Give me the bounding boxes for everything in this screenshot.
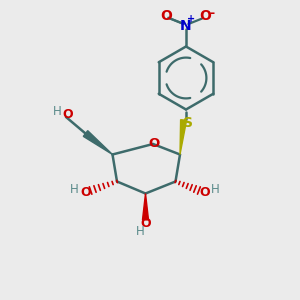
Text: O: O	[140, 217, 151, 230]
Text: H: H	[53, 105, 62, 118]
Text: O: O	[62, 108, 73, 121]
Text: O: O	[80, 185, 91, 199]
Text: O: O	[200, 10, 211, 23]
Text: H: H	[136, 225, 145, 239]
Text: S: S	[183, 116, 193, 130]
Polygon shape	[83, 131, 112, 154]
Polygon shape	[142, 194, 148, 220]
Text: O: O	[160, 10, 172, 23]
Text: H: H	[211, 183, 220, 196]
Text: O: O	[199, 185, 210, 199]
Text: H: H	[70, 183, 79, 196]
Text: N: N	[180, 19, 192, 32]
Text: O: O	[148, 137, 160, 150]
Polygon shape	[180, 120, 187, 154]
Text: +: +	[187, 14, 196, 25]
Text: -: -	[209, 7, 215, 20]
